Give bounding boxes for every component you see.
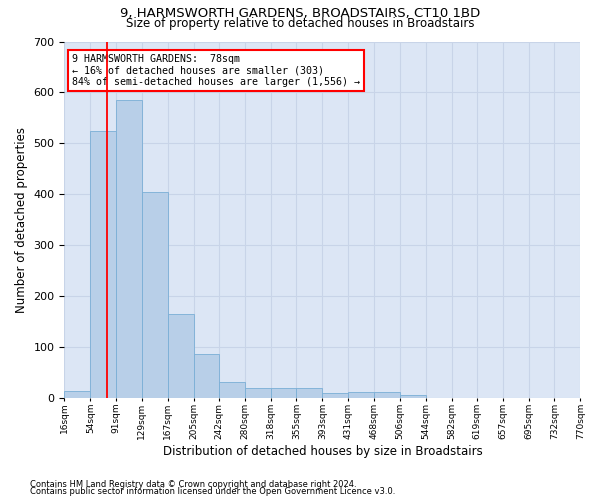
Text: 9, HARMSWORTH GARDENS, BROADSTAIRS, CT10 1BD: 9, HARMSWORTH GARDENS, BROADSTAIRS, CT10… <box>120 8 480 20</box>
Bar <box>400 396 426 398</box>
Bar <box>245 388 271 398</box>
Text: 9 HARMSWORTH GARDENS:  78sqm
← 16% of detached houses are smaller (303)
84% of s: 9 HARMSWORTH GARDENS: 78sqm ← 16% of det… <box>72 54 360 87</box>
Text: Contains public sector information licensed under the Open Government Licence v3: Contains public sector information licen… <box>30 487 395 496</box>
Bar <box>296 388 322 398</box>
Bar <box>322 394 349 398</box>
Bar <box>219 382 245 398</box>
Bar <box>116 100 142 398</box>
Bar <box>64 391 91 398</box>
Bar <box>194 354 219 399</box>
Bar <box>271 388 296 398</box>
X-axis label: Distribution of detached houses by size in Broadstairs: Distribution of detached houses by size … <box>163 444 482 458</box>
Bar <box>349 392 374 398</box>
Y-axis label: Number of detached properties: Number of detached properties <box>15 127 28 313</box>
Bar <box>91 130 116 398</box>
Text: Size of property relative to detached houses in Broadstairs: Size of property relative to detached ho… <box>126 18 474 30</box>
Bar <box>142 192 168 398</box>
Text: Contains HM Land Registry data © Crown copyright and database right 2024.: Contains HM Land Registry data © Crown c… <box>30 480 356 489</box>
Bar <box>168 314 194 398</box>
Bar <box>374 392 400 398</box>
